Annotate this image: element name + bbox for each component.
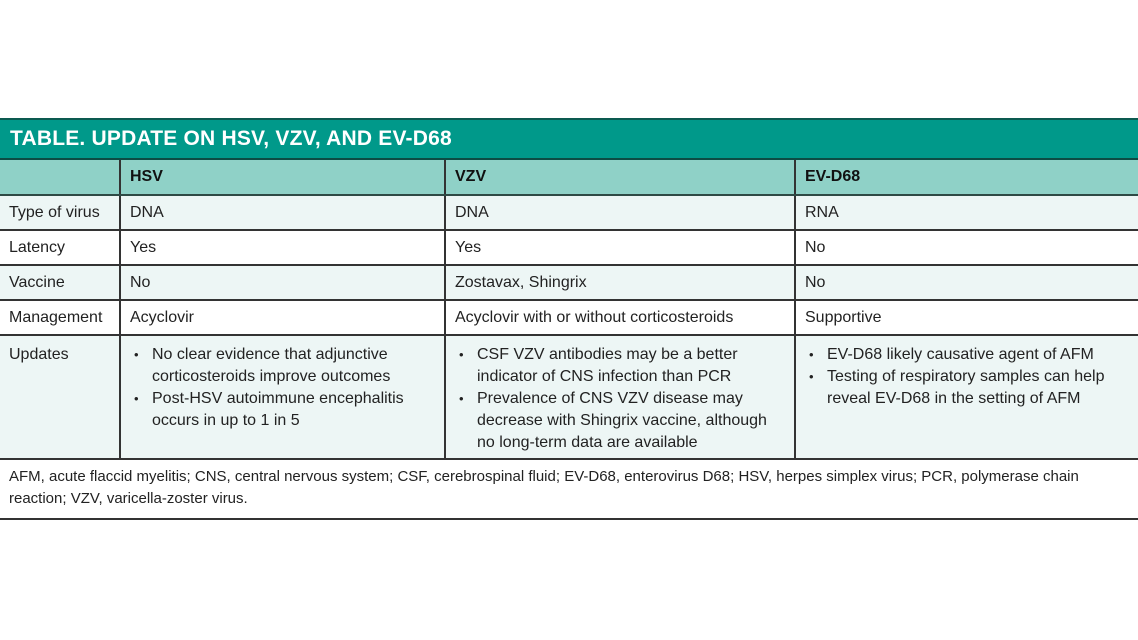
row-label: Updates xyxy=(0,335,120,460)
cell-vzv: Zostavax, Shingrix xyxy=(444,265,795,301)
header-empty xyxy=(0,160,120,196)
header-vzv: VZV xyxy=(444,160,795,196)
virus-update-table: TABLE. UPDATE ON HSV, VZV, AND EV-D68 HS… xyxy=(0,118,1138,520)
cell-evd68-updates: EV-D68 likely causative agent of AFM Tes… xyxy=(794,335,1138,460)
cell-vzv-updates: CSF VZV antibodies may be a better indic… xyxy=(444,335,795,460)
bullet-list: EV-D68 likely causative agent of AFM Tes… xyxy=(805,344,1129,410)
row-label: Management xyxy=(0,300,120,336)
bullet-item: Prevalence of CNS VZV disease may decrea… xyxy=(459,388,785,454)
row-label: Latency xyxy=(0,230,120,266)
table-title: TABLE. UPDATE ON HSV, VZV, AND EV-D68 xyxy=(0,118,1138,160)
bullet-item: No clear evidence that adjunctive cortic… xyxy=(134,344,435,388)
row-label: Type of virus xyxy=(0,195,120,231)
bullet-item: EV-D68 likely causative agent of AFM xyxy=(809,344,1129,366)
table-row: Vaccine No Zostavax, Shingrix No xyxy=(0,265,1138,301)
table-row: Management Acyclovir Acyclovir with or w… xyxy=(0,300,1138,336)
cell-evd68: No xyxy=(794,230,1138,266)
bullet-item: Post-HSV autoimmune encephalitis occurs … xyxy=(134,388,435,432)
cell-evd68: No xyxy=(794,265,1138,301)
cell-hsv: No xyxy=(119,265,445,301)
header-hsv: HSV xyxy=(119,160,445,196)
row-label: Vaccine xyxy=(0,265,120,301)
table-row-updates: Updates No clear evidence that adjunctiv… xyxy=(0,335,1138,460)
table-row: Type of virus DNA DNA RNA xyxy=(0,195,1138,231)
cell-vzv: Acyclovir with or without corticosteroid… xyxy=(444,300,795,336)
cell-vzv: Yes xyxy=(444,230,795,266)
bullet-list: No clear evidence that adjunctive cortic… xyxy=(130,344,435,432)
cell-evd68: Supportive xyxy=(794,300,1138,336)
bullet-item: Testing of respiratory samples can help … xyxy=(809,366,1129,410)
bullet-item: CSF VZV antibodies may be a better indic… xyxy=(459,344,785,388)
bullet-list: CSF VZV antibodies may be a better indic… xyxy=(455,344,785,454)
data-table: HSV VZV EV-D68 Type of virus DNA DNA RNA… xyxy=(0,160,1138,460)
cell-hsv: Acyclovir xyxy=(119,300,445,336)
cell-vzv: DNA xyxy=(444,195,795,231)
cell-hsv: DNA xyxy=(119,195,445,231)
header-evd68: EV-D68 xyxy=(794,160,1138,196)
table-row: Latency Yes Yes No xyxy=(0,230,1138,266)
table-footnote: AFM, acute flaccid myelitis; CNS, centra… xyxy=(0,460,1138,520)
cell-evd68: RNA xyxy=(794,195,1138,231)
cell-hsv-updates: No clear evidence that adjunctive cortic… xyxy=(119,335,445,460)
header-row: HSV VZV EV-D68 xyxy=(0,160,1138,196)
cell-hsv: Yes xyxy=(119,230,445,266)
